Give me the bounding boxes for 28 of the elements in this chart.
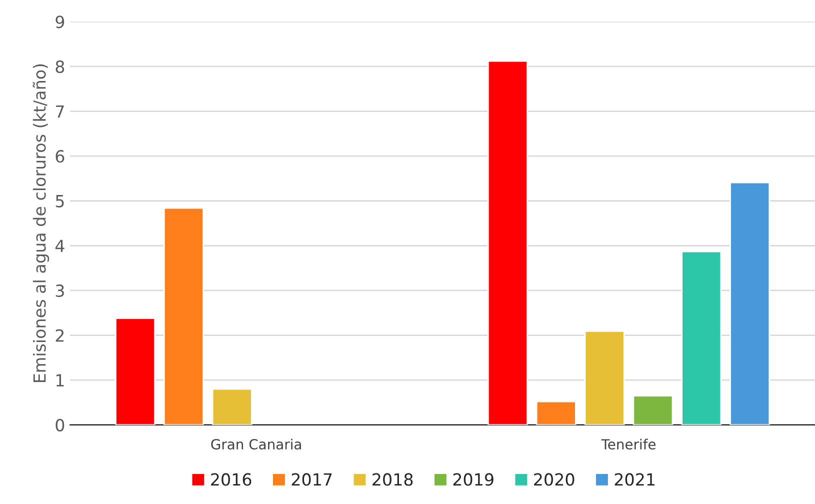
bar (163, 207, 204, 425)
bar (584, 330, 625, 425)
bar (681, 250, 722, 425)
y-tick-label: 7 (56, 105, 64, 118)
legend-label: 2019 (453, 473, 494, 486)
y-tick-label: 5 (56, 195, 64, 208)
y-tick-label: 4 (55, 240, 64, 252)
y-tick-label: 8 (56, 60, 64, 74)
bar (536, 400, 576, 425)
bar (487, 60, 528, 425)
y-tick-label: 3 (56, 284, 64, 298)
legend-label: 2017 (292, 473, 332, 486)
y-tick-label: 6 (56, 150, 64, 163)
legend-label: 2020 (534, 473, 574, 486)
y-tick-label: 1 (56, 374, 64, 386)
legend-label: 2021 (614, 473, 655, 486)
legend-label: 2016 (211, 473, 252, 486)
x-tick-label: Gran Canaria (211, 438, 301, 450)
bar (115, 318, 156, 425)
y-axis-title: Emisiones al agua de cloruros (kt/año) (32, 64, 50, 382)
legend-label: 2018 (372, 473, 413, 486)
bar (632, 395, 674, 425)
y-tick-label: 0 (56, 418, 64, 432)
y-tick-label: 9 (56, 16, 64, 28)
bar (212, 388, 252, 425)
y-tick-label: 2 (56, 329, 64, 342)
x-tick-label: Tenerife (601, 438, 656, 450)
bar (730, 182, 770, 425)
